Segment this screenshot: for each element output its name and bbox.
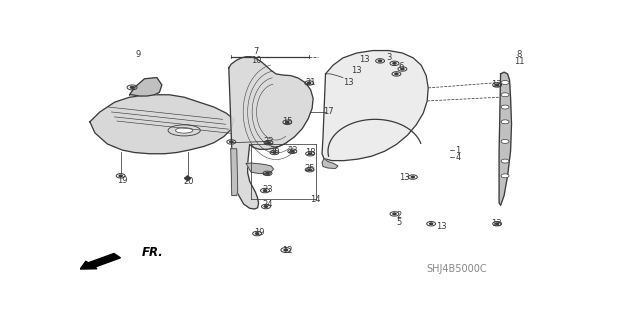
Circle shape — [264, 190, 267, 191]
Text: 16: 16 — [260, 168, 271, 177]
Text: 20: 20 — [184, 177, 195, 187]
Circle shape — [501, 159, 509, 163]
Circle shape — [308, 82, 310, 84]
Text: 22: 22 — [263, 137, 274, 146]
Circle shape — [131, 86, 134, 88]
Text: 22: 22 — [287, 145, 298, 154]
Circle shape — [273, 152, 276, 153]
Text: 7: 7 — [253, 47, 259, 56]
Polygon shape — [229, 57, 313, 209]
Circle shape — [308, 153, 312, 154]
Circle shape — [230, 141, 233, 143]
Circle shape — [393, 63, 396, 64]
Circle shape — [395, 73, 398, 75]
Text: 23: 23 — [262, 185, 273, 194]
Circle shape — [119, 175, 122, 177]
Polygon shape — [499, 72, 511, 205]
Circle shape — [266, 173, 269, 174]
Text: 13: 13 — [492, 80, 502, 89]
Circle shape — [284, 249, 287, 251]
Polygon shape — [246, 163, 273, 174]
Text: 2: 2 — [396, 211, 401, 220]
Text: 1: 1 — [455, 145, 461, 154]
Text: 13: 13 — [399, 173, 410, 182]
Text: 9: 9 — [136, 50, 141, 59]
Text: 14: 14 — [310, 195, 321, 204]
Text: 3: 3 — [386, 53, 391, 63]
Text: 8: 8 — [516, 50, 522, 59]
Circle shape — [501, 174, 509, 178]
Text: 24: 24 — [262, 200, 273, 209]
Text: 19: 19 — [254, 228, 265, 237]
Text: 13: 13 — [492, 219, 502, 228]
Text: 15: 15 — [282, 117, 292, 126]
Circle shape — [393, 213, 396, 215]
Circle shape — [255, 233, 259, 234]
Circle shape — [286, 122, 289, 123]
Circle shape — [429, 223, 433, 225]
Circle shape — [495, 223, 499, 225]
Circle shape — [401, 68, 404, 70]
Polygon shape — [322, 51, 428, 160]
Polygon shape — [322, 159, 338, 168]
Circle shape — [378, 60, 381, 62]
Text: 5: 5 — [396, 218, 401, 227]
Text: 12: 12 — [282, 246, 292, 255]
Circle shape — [501, 105, 509, 109]
Text: 26: 26 — [269, 145, 280, 154]
Text: 13: 13 — [436, 222, 447, 231]
Circle shape — [495, 84, 499, 86]
Circle shape — [501, 80, 509, 85]
Ellipse shape — [175, 128, 193, 133]
Text: 18: 18 — [305, 148, 316, 157]
Circle shape — [412, 176, 414, 178]
Circle shape — [501, 139, 509, 144]
Text: 25: 25 — [304, 164, 314, 173]
Circle shape — [291, 151, 294, 152]
Text: FR.: FR. — [142, 246, 164, 259]
Circle shape — [267, 142, 270, 144]
Polygon shape — [90, 95, 234, 154]
Circle shape — [501, 120, 509, 124]
Text: 21: 21 — [305, 78, 316, 87]
Text: 13: 13 — [351, 66, 362, 75]
Polygon shape — [129, 78, 162, 96]
Text: 19: 19 — [117, 176, 127, 185]
Polygon shape — [184, 176, 191, 181]
Circle shape — [308, 169, 311, 170]
Text: 11: 11 — [514, 57, 524, 66]
Text: 13: 13 — [360, 55, 370, 64]
Text: 13: 13 — [344, 78, 354, 86]
Text: 6: 6 — [399, 62, 404, 71]
Text: SHJ4B5000C: SHJ4B5000C — [427, 264, 487, 274]
Text: 17: 17 — [323, 108, 333, 116]
Text: 4: 4 — [455, 153, 461, 162]
Text: 10: 10 — [251, 56, 261, 65]
Circle shape — [264, 206, 268, 207]
Circle shape — [501, 93, 509, 97]
Polygon shape — [231, 149, 237, 196]
FancyArrow shape — [80, 254, 120, 269]
